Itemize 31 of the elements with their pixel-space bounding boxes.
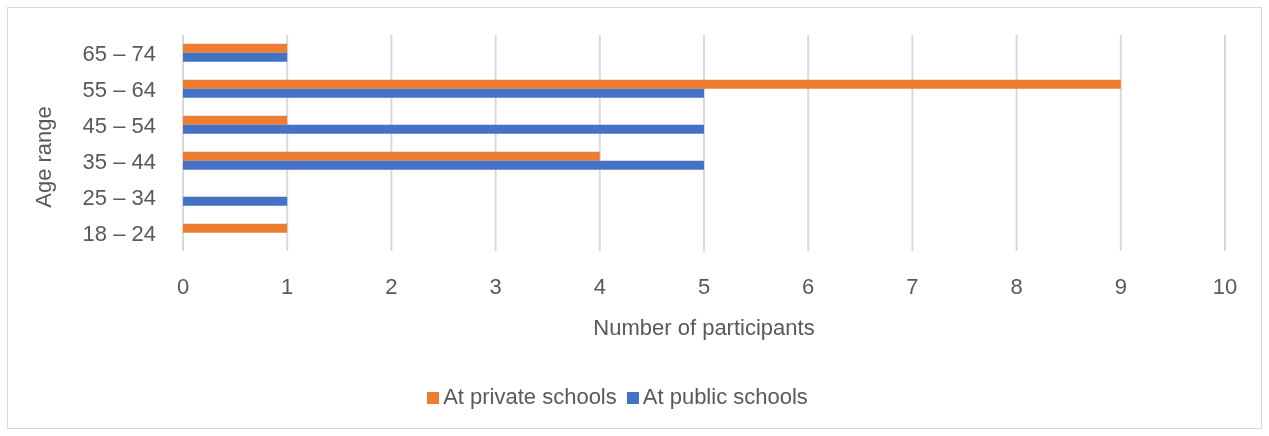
bar	[183, 223, 288, 233]
y-tick-label: 25 – 34	[82, 184, 156, 210]
x-tick-label: 7	[906, 273, 919, 299]
legend-label: At public schools	[642, 384, 808, 409]
bar	[183, 151, 600, 161]
x-tick-label: 4	[593, 273, 606, 299]
bar	[183, 79, 1121, 89]
x-tick-label: 1	[281, 273, 294, 299]
y-tick-label: 35 – 44	[82, 148, 156, 174]
bar	[183, 43, 288, 53]
x-axis-title: Number of participants	[593, 314, 815, 340]
bar	[183, 115, 288, 125]
bar	[183, 196, 288, 206]
x-tick-label: 9	[1114, 273, 1127, 299]
bar	[183, 124, 704, 134]
y-axis-title: Age range	[30, 106, 56, 208]
x-tick-label: 5	[697, 273, 711, 299]
x-tick-label: 10	[1212, 273, 1238, 299]
y-tick-label: 45 – 54	[82, 112, 156, 138]
x-tick-label: 3	[489, 273, 502, 299]
y-tick-label: 18 – 24	[82, 220, 156, 246]
bar	[183, 88, 704, 98]
x-tick-label: 0	[176, 273, 190, 299]
legend-label: At private schools	[443, 384, 617, 409]
bar	[183, 52, 288, 62]
bar	[183, 160, 704, 170]
x-tick-label: 8	[1010, 273, 1023, 299]
x-tick-label: 6	[802, 273, 815, 299]
x-tick-label: 2	[385, 273, 398, 299]
y-tick-label: 65 – 74	[82, 40, 156, 66]
y-tick-label: 55 – 64	[82, 76, 156, 102]
